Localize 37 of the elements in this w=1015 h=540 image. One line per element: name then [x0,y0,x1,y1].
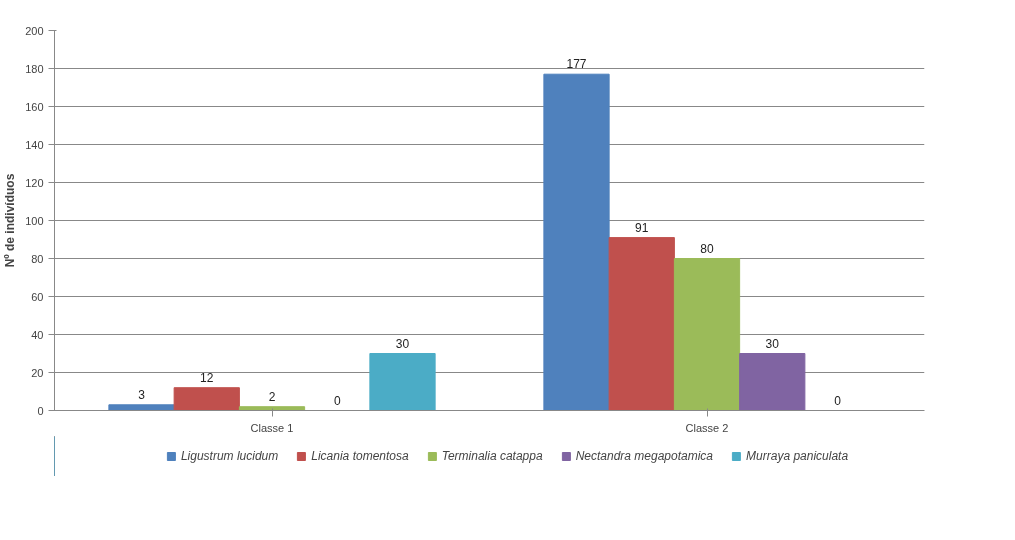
y-tick-label: 200 [25,24,44,37]
bar [238,406,306,411]
y-tick-label: 60 [31,290,44,303]
y-tick-label: 180 [25,62,44,75]
x-tick-label: Classe 1 [250,421,294,434]
data-label: 91 [635,220,649,235]
y-tick-label: 80 [31,252,44,265]
data-label: 30 [765,336,780,351]
bar [173,387,240,411]
y-tick-label: 120 [25,176,44,189]
bar [369,353,436,411]
y-tick-label: 40 [31,328,44,341]
data-label: 12 [200,370,214,385]
legend-label: Terminalia catappa [441,449,543,463]
data-label: 0 [333,393,341,408]
y-tick-label: 0 [37,404,44,417]
data-label: 3 [138,387,146,402]
y-tick-label: 140 [25,138,44,151]
data-label: 0 [834,393,842,408]
bar [543,73,610,411]
bar [108,404,175,411]
bar [739,353,806,411]
legend-label: Murraya paniculata [746,449,849,463]
bar [673,258,741,411]
data-label: 177 [566,57,587,72]
data-label: 30 [395,336,410,351]
data-label: 2 [268,389,276,404]
legend-label: Licania tomentosa [311,449,409,463]
y-tick-label: 100 [25,214,44,227]
data-label: 80 [700,241,714,256]
y-axis-title: Nº de indivíduos [3,173,18,268]
legend-label: Nectandra megapotamica [575,449,714,463]
bar [608,237,675,411]
legend-label: Ligustrum lucidum [180,449,279,463]
y-tick-label: 20 [31,366,44,379]
x-tick-label: Classe 2 [685,421,729,434]
y-tick-label: 160 [25,100,44,113]
